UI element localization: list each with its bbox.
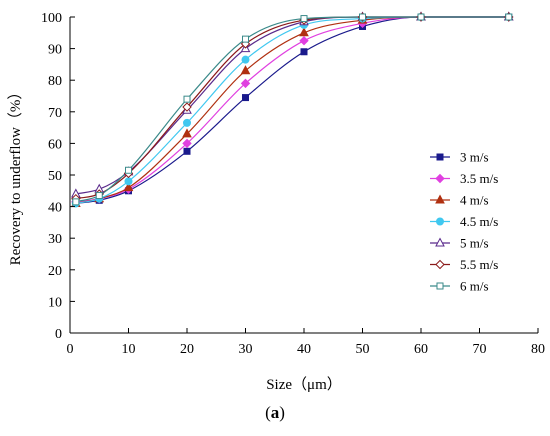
- plot-lines: [75, 16, 509, 205]
- legend-marker: [435, 259, 445, 270]
- figure-caption: (a): [265, 403, 285, 422]
- data-point: [183, 147, 191, 155]
- legend-label: 5.5 m/s: [460, 257, 498, 272]
- y-tick-label: 80: [48, 74, 62, 89]
- data-point: [182, 138, 192, 149]
- caption-close-paren: ): [279, 403, 285, 422]
- legend-marker: [436, 153, 444, 161]
- data-point: [242, 94, 249, 102]
- data-point: [182, 102, 192, 112]
- y-tick-label: 0: [55, 327, 62, 342]
- y-tick-label: 30: [48, 232, 62, 247]
- data-point: [241, 55, 250, 64]
- series-line: [75, 16, 509, 203]
- legend-marker: [435, 173, 445, 184]
- y-tick-label: 70: [48, 106, 62, 121]
- x-tick-label: 30: [239, 342, 253, 357]
- data-point: [300, 48, 308, 56]
- y-tick-label: 60: [48, 137, 62, 152]
- x-tick-label: 80: [531, 342, 545, 357]
- series-line: [75, 16, 509, 205]
- y-tick-label: 40: [48, 201, 62, 216]
- legend-label: 4 m/s: [460, 193, 489, 208]
- data-point: [299, 35, 309, 46]
- plot-markers: [71, 11, 514, 208]
- data-point: [359, 13, 366, 21]
- y-tick-label: 10: [48, 295, 62, 310]
- y-ticks: 0 10 20 30 40 50 60 70 80 90 100: [41, 11, 75, 342]
- data-point: [300, 15, 308, 23]
- series-line: [75, 16, 509, 205]
- data-point: [125, 166, 132, 174]
- data-point: [242, 35, 249, 43]
- data-point: [182, 128, 192, 138]
- legend-marker: [436, 282, 444, 290]
- x-tick-label: 40: [297, 342, 311, 357]
- y-axis-title: Recovery to underflow（%）: [7, 85, 24, 266]
- caption-letter: a: [271, 403, 280, 422]
- legend-label: 5 m/s: [460, 236, 489, 251]
- caption-open-paren: (: [265, 403, 271, 422]
- legend-label: 3.5 m/s: [460, 171, 498, 186]
- y-tick-label: 50: [48, 169, 62, 184]
- x-tick-label: 70: [473, 342, 487, 357]
- legend-marker: [436, 217, 444, 226]
- data-point: [299, 27, 309, 37]
- series-line: [75, 16, 509, 205]
- x-tick-label: 0: [67, 342, 74, 357]
- data-point: [124, 177, 133, 186]
- x-ticks: 0 10 20 30 40 50 60 70 80: [67, 328, 545, 357]
- x-tick-label: 60: [414, 342, 428, 357]
- x-axis-title: Size（μm）: [266, 376, 342, 393]
- series-line: [75, 16, 509, 195]
- x-tick-label: 20: [180, 342, 194, 357]
- y-tick-label: 90: [48, 43, 62, 58]
- series-line: [75, 16, 509, 203]
- x-tick-label: 50: [356, 342, 370, 357]
- data-point: [183, 118, 191, 127]
- legend-label: 6 m/s: [460, 279, 489, 294]
- data-point: [240, 78, 251, 89]
- legend-label: 3 m/s: [460, 150, 489, 165]
- y-tick-label: 100: [41, 11, 62, 26]
- series-line: [75, 16, 509, 200]
- legend-marker: [435, 194, 445, 204]
- data-point: [123, 182, 134, 192]
- legend-label: 4.5 m/s: [460, 214, 498, 229]
- y-tick-label: 20: [48, 264, 62, 279]
- data-point: [95, 192, 103, 200]
- legend-marker: [435, 237, 445, 247]
- data-point: [417, 13, 425, 21]
- data-point: [72, 198, 80, 206]
- data-point: [183, 95, 191, 103]
- data-point: [505, 13, 513, 21]
- legend: 3 m/s 3.5 m/s 4 m/s 4.5 m/s 5 m/s 5.5 m/s 6 m/…: [430, 150, 498, 294]
- x-tick-label: 10: [122, 342, 136, 357]
- data-point: [240, 65, 251, 75]
